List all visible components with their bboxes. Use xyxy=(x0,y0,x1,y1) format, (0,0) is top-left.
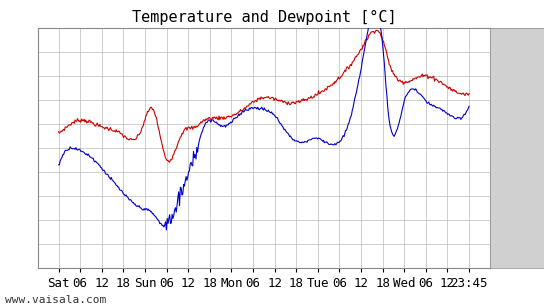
Text: www.vaisala.com: www.vaisala.com xyxy=(5,295,107,305)
Title: Temperature and Dewpoint [°C]: Temperature and Dewpoint [°C] xyxy=(132,10,396,25)
